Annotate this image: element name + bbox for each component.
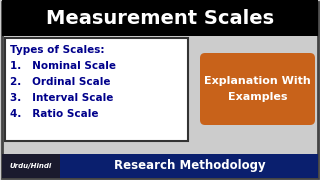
Bar	[2, 154, 60, 178]
Text: 2.   Ordinal Scale: 2. Ordinal Scale	[10, 77, 110, 87]
Text: 1.   Nominal Scale: 1. Nominal Scale	[10, 61, 116, 71]
Text: Research Methodology: Research Methodology	[114, 159, 266, 172]
Text: Measurement Scales: Measurement Scales	[46, 8, 274, 28]
FancyBboxPatch shape	[200, 53, 315, 125]
Bar	[2, 154, 318, 178]
Bar	[2, 0, 318, 36]
Text: 3.   Interval Scale: 3. Interval Scale	[10, 93, 113, 103]
Bar	[5, 38, 188, 141]
Text: Urdu/Hindi: Urdu/Hindi	[10, 163, 52, 169]
Text: 4.   Ratio Scale: 4. Ratio Scale	[10, 109, 99, 119]
Text: Types of Scales:: Types of Scales:	[10, 45, 105, 55]
Text: Explanation With
Examples: Explanation With Examples	[204, 76, 311, 102]
